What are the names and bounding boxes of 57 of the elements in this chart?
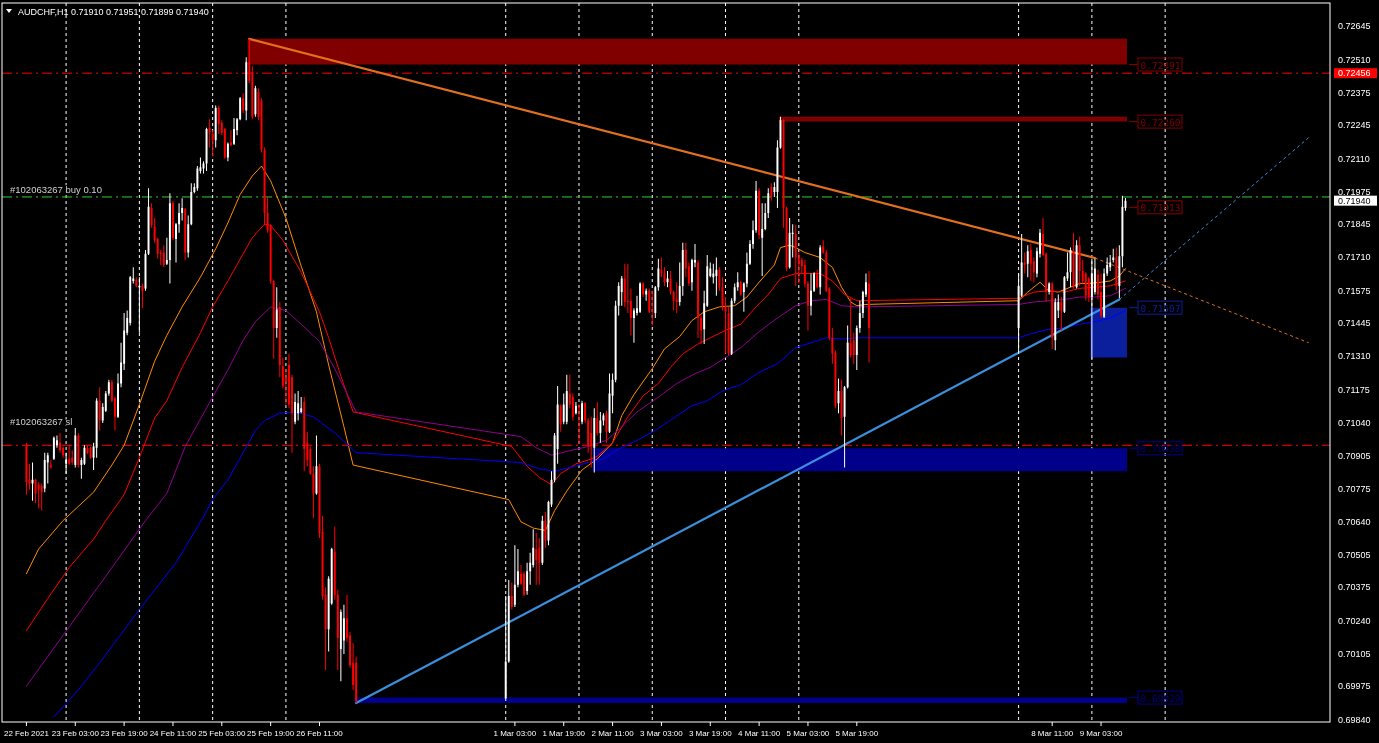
y-tick-label: 0.72510 xyxy=(1338,54,1371,65)
x-tick-label: 26 Feb 11:00 xyxy=(296,729,344,738)
y-tick-label: 0.71710 xyxy=(1338,252,1371,263)
y-tick-label: 0.71575 xyxy=(1338,285,1371,296)
x-tick-label: 3 Mar 03:00 xyxy=(640,729,684,738)
y-tick-label: 0.71845 xyxy=(1338,219,1371,230)
y-tick-label: 0.72110 xyxy=(1338,153,1370,164)
y-tick-label: 0.70375 xyxy=(1338,582,1371,593)
annotation: 0.71507 xyxy=(1140,302,1181,314)
candlestick xyxy=(31,462,34,501)
y-tick-label: 0.72375 xyxy=(1338,88,1371,99)
y-tick-label: 0.71175 xyxy=(1338,384,1370,395)
x-tick-label: 22 Feb 2021 xyxy=(3,729,50,738)
x-tick-label: 24 Feb 11:00 xyxy=(149,729,197,738)
annotation: 0.71913 xyxy=(1140,201,1181,213)
x-tick-label: 25 Feb 03:00 xyxy=(198,729,246,738)
y-tick-label: 0.71975 xyxy=(1338,187,1371,198)
y-tick-label: 0.71940 xyxy=(1338,195,1371,206)
x-tick-label: 1 Mar 19:00 xyxy=(542,729,586,738)
candlestick xyxy=(1023,252,1026,274)
y-tick-label: 0.69975 xyxy=(1338,681,1371,692)
x-tick-label: 3 Mar 19:00 xyxy=(688,729,733,738)
candlestick xyxy=(761,203,764,277)
candlestick xyxy=(724,297,727,354)
y-tick-label: 0.71040 xyxy=(1338,418,1371,429)
annotation: 0.70938 xyxy=(1140,442,1181,454)
x-tick-label: 2 Mar 11:00 xyxy=(591,729,635,738)
x-tick-label: 5 Mar 19:00 xyxy=(835,729,879,738)
y-tick-label: 0.70105 xyxy=(1338,649,1371,660)
x-tick-label: 5 Mar 03:00 xyxy=(786,729,830,738)
x-tick-label: 25 Feb 19:00 xyxy=(247,729,295,738)
candlestick xyxy=(651,290,654,326)
y-tick-label: 0.70775 xyxy=(1338,483,1371,494)
y-tick-label: 0.71310 xyxy=(1338,351,1371,362)
y-tick-label: 0.70905 xyxy=(1338,451,1371,462)
annotation: 0.72491 xyxy=(1140,59,1181,71)
y-tick-label: 0.70240 xyxy=(1338,615,1371,626)
x-tick-label: 4 Mar 11:00 xyxy=(738,729,781,738)
x-tick-label: 8 Mar 11:00 xyxy=(1031,729,1074,738)
y-tick-label: 0.70505 xyxy=(1338,550,1371,561)
annotation: 0.69929 xyxy=(1140,692,1181,704)
chart-title: AUDCHF,H1 0.71910 0.71951 0.71899 0.71940 xyxy=(18,6,209,17)
y-tick-label: 0.69840 xyxy=(1338,714,1371,725)
y-tick-label: 0.72456 xyxy=(1338,68,1371,79)
x-tick-label: 23 Feb 19:00 xyxy=(100,729,149,738)
y-tick-label: 0.72245 xyxy=(1338,120,1371,131)
y-tick-label: 0.72645 xyxy=(1338,21,1371,32)
x-tick-label: 9 Mar 03:00 xyxy=(1079,729,1123,738)
x-tick-label: 1 Mar 03:00 xyxy=(493,729,537,738)
ref-line-label: #102063267 buy 0.10 xyxy=(10,183,102,195)
candlestick xyxy=(675,282,678,314)
x-tick-label: 23 Feb 03:00 xyxy=(51,729,100,738)
y-tick-label: 0.71445 xyxy=(1338,317,1371,328)
ref-line-label: #102063267 sl xyxy=(10,415,73,427)
y-tick-label: 0.70640 xyxy=(1338,516,1371,527)
annotation: 0.72260 xyxy=(1140,116,1181,128)
candlestick xyxy=(578,404,580,445)
